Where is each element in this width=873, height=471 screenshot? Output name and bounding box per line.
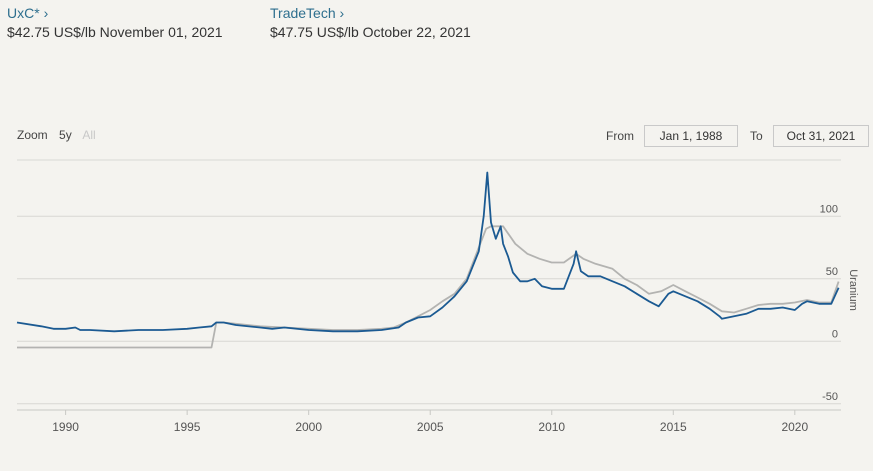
from-date-input[interactable]: Jan 1, 1988 [644, 125, 738, 147]
zoom-controls: Zoom 5y All [17, 128, 104, 142]
series-line-uxc[interactable] [16, 171, 840, 333]
x-tick-label: 2015 [660, 420, 687, 434]
zoom-all-button[interactable]: All [82, 128, 96, 142]
y-axis-title: Uranium [847, 269, 859, 311]
to-date-input[interactable]: Oct 31, 2021 [773, 125, 869, 147]
tradetech-source-label: TradeTech [270, 5, 336, 21]
x-tick-label: 2010 [538, 420, 565, 434]
zoom-5y-button[interactable]: 5y [59, 128, 72, 142]
uxc-chevron-right-icon: › [43, 5, 49, 21]
from-label: From [606, 129, 634, 143]
y-tick-label: 100 [820, 203, 838, 215]
uxc-price-value: $42.75 US$/lb November 01, 2021 [7, 24, 223, 40]
x-tick-label: 2020 [781, 420, 808, 434]
tradetech-source-link[interactable]: TradeTech › [270, 4, 471, 22]
x-tick-label: 2005 [417, 420, 444, 434]
y-tick-label: 50 [826, 266, 838, 278]
x-tick-label: 1995 [174, 420, 201, 434]
uxc-price-block: UxC* › $42.75 US$/lb November 01, 2021 [7, 4, 223, 42]
series-line-tradetech[interactable] [17, 225, 840, 349]
tradetech-price-value: $47.75 US$/lb October 22, 2021 [270, 24, 471, 40]
zoom-label: Zoom [17, 128, 48, 142]
uxc-source-label: UxC* [7, 5, 40, 21]
uxc-source-link[interactable]: UxC* › [7, 4, 223, 22]
to-label: To [750, 129, 763, 143]
tradetech-price-block: TradeTech › $47.75 US$/lb October 22, 20… [270, 4, 471, 42]
y-tick-label: 0 [832, 328, 838, 340]
x-tick-label: 2000 [295, 420, 322, 434]
tradetech-chevron-right-icon: › [339, 5, 345, 21]
y-tick-label: -50 [822, 391, 838, 403]
x-tick-label: 1990 [52, 420, 79, 434]
